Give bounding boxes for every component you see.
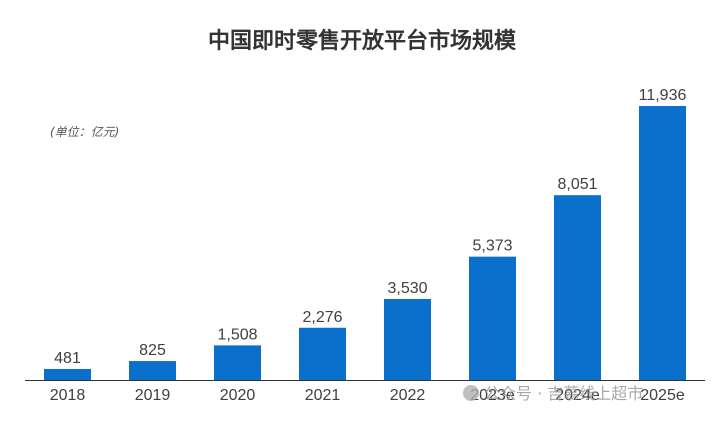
data-label-2019: 825 xyxy=(139,342,166,359)
bar-2020 xyxy=(214,345,261,380)
data-label-2022: 3,530 xyxy=(387,280,427,297)
bar-2019 xyxy=(129,361,176,380)
x-tick-2018: 2018 xyxy=(50,387,86,404)
x-tick-2024e: 2024e xyxy=(555,387,600,404)
wechat-icon xyxy=(463,385,479,401)
x-tick-labels-group: 2018 2019 2020 2021 2022 2023e 2024e 2025e xyxy=(50,387,685,404)
x-tick-2020: 2020 xyxy=(220,387,256,404)
bar-2023e xyxy=(469,256,516,380)
bar-2021 xyxy=(299,327,346,380)
x-tick-2021: 2021 xyxy=(305,387,341,404)
x-tick-2019: 2019 xyxy=(135,387,171,404)
x-tick-2025e: 2025e xyxy=(640,387,685,404)
chart-title: 中国即时零售开放平台市场规模 xyxy=(208,28,517,54)
unit-label: (单位：亿元) xyxy=(50,125,119,139)
x-tick-2023e: 2023e xyxy=(470,387,515,404)
bar-2025e xyxy=(639,106,686,380)
bar-2024e xyxy=(554,195,601,380)
data-label-2021: 2,276 xyxy=(302,309,342,326)
data-label-2025e: 11,936 xyxy=(639,87,687,104)
data-labels-group: 481 825 1,508 2,276 3,530 5,373 8,051 11,936 xyxy=(54,87,686,367)
data-label-2024e: 8,051 xyxy=(557,176,597,193)
bar-2022 xyxy=(384,298,431,380)
bars-group xyxy=(44,106,686,380)
watermark-text: 公众号 · 吉慕线上超市 xyxy=(484,384,643,403)
data-label-2018: 481 xyxy=(54,350,81,367)
bar-2018 xyxy=(44,368,91,380)
data-label-2023e: 5,373 xyxy=(472,238,512,255)
x-tick-2022: 2022 xyxy=(390,387,426,404)
watermark: 公众号 · 吉慕线上超市 xyxy=(463,384,643,403)
data-label-2020: 1,508 xyxy=(217,326,257,343)
